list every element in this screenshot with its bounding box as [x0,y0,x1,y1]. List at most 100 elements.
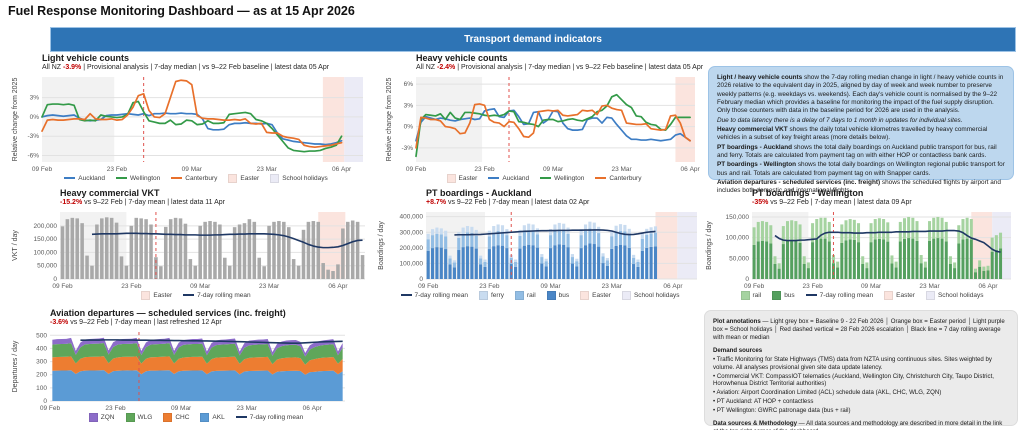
subtitle-prefix: All NZ [416,64,437,72]
info-text: show the 7-day rolling median change in … [717,74,1004,115]
chart-legend: ZQN WLG CHC AKL 7-day rolling mean [10,412,382,422]
chart-title: Aviation departures — scheduled services… [50,308,286,318]
legend-label: rail [752,291,762,299]
info-lead: Heavy commercial VKT [717,125,788,133]
legend-box-swatch [479,290,488,300]
chart-subtitle: -15.2% vs 9–22 Feb | 7-day mean | latest… [60,199,382,207]
chart-subtitle: All NZ -2.4% | Provisional analysis | 7-… [416,64,704,72]
legend-label: 7-day rolling mean [249,413,304,421]
notes-lead: Data sources & Methodology [713,420,797,428]
legend-item-easter: Easter [141,290,172,300]
legend-line-swatch [488,177,500,180]
legend-box-swatch [621,290,631,300]
headline-percent: -3.9% [63,64,82,72]
legend-item-ferry: ferry [479,290,504,300]
legend-line-swatch [595,177,607,180]
chart-header: Heavy commercial VKT -15.2% vs 9–22 Feb … [10,188,382,208]
legend-box-swatch [740,290,750,300]
panel-pt-boardings-wellington: PT boardings - Wellington -35% vs 9–22 F… [704,188,1020,300]
info-paragraph: Light / heavy vehicle counts show the 7-… [717,74,1005,116]
notes-bullet: • Commercial VKT: CompassIOT telematics … [713,372,994,388]
chart-legend: Easter Auckland Wellington Canterbury [384,173,704,183]
legend-item-auckland: Auckland [488,175,529,182]
legend-box-swatch [884,290,894,300]
info-text: shows the total daily boardings on Auckl… [717,143,997,159]
legend-box-swatch [141,290,151,300]
info-text: shows the scheduled flights by airport a… [717,178,1001,195]
legend-box-swatch [125,412,135,422]
headline-percent: -3.6% [50,319,69,327]
pt-boardings-wellington-chart [704,207,1016,290]
legend-box-swatch [546,290,556,300]
legend-item-school-holidays: School holidays [621,290,679,300]
legend-label: Auckland [502,174,530,182]
chart-legend: Auckland Wellington Canterbury Easter School… [10,173,382,183]
panel-pt-boardings-auckland: PT boardings - Auckland +8.7% vs 9–22 Fe… [376,188,704,300]
notes-lead: Demand sources [713,346,763,354]
legend-label: School holidays [937,291,984,299]
legend-item-school-holidays: School holidays [270,173,328,183]
subtitle-detail: | Provisional analysis | 7-day median | … [81,64,330,72]
info-paragraph: Heavy commercial VKT shows the daily tot… [717,126,1005,143]
notes-paragraph: Data sources & Methodology — All data so… [713,420,1009,430]
legend-label: Wellington [554,174,585,182]
legend-line-swatch [171,177,183,180]
legend-item-school-holidays: School holidays [925,290,984,300]
section-header: Transport demand indicators [50,27,1016,52]
legend-item-chc: CHC [163,412,190,422]
legend-item-canterbury: Canterbury [171,175,217,182]
legend-item-wellington: Wellington [540,175,584,182]
info-paragraph: Aviation departures - scheduled services… [717,179,1005,196]
heavy-vehicle-counts-chart [384,72,700,173]
legend-label: WLG [137,413,153,421]
legend-line-swatch [116,177,128,180]
notes-lead: Plot annotations [713,318,761,325]
legend-box-swatch [88,412,98,422]
subtitle-detail: vs 9–22 Feb | 7-day mean | latest data 0… [446,199,590,207]
subtitle-detail: vs 9–22 Feb | 7-day mean | last refreshe… [68,319,222,327]
panel-light-vehicle-counts: Light vehicle counts All NZ -3.9% | Prov… [10,53,382,183]
headline-percent: -35% [752,199,769,207]
legend-label: bus [784,291,795,299]
info-paragraph-italic: Due to data latency there is a delay of … [717,116,963,124]
info-box-notes: Plot annotations — Light grey box = Base… [704,310,1018,430]
chart-title: Heavy vehicle counts [416,53,508,63]
headline-percent: +8.7% [426,199,447,207]
legend-box-swatch [580,290,590,300]
info-paragraph: PT boardings - Wellington shows the tota… [717,161,1005,178]
chart-subtitle: +8.7% vs 9–22 Feb | 7-day mean | latest … [426,199,704,207]
legend-box-swatch [270,173,280,183]
legend-box-swatch [200,412,210,422]
legend-label: Easter [240,174,260,182]
legend-box-swatch [446,173,456,183]
legend-item-akl: AKL [200,412,225,422]
info-lead: PT boardings - Wellington [717,161,797,169]
info-lead: Light / heavy vehicle counts [717,74,803,81]
legend-box-swatch [515,290,524,300]
pt-boardings-auckland-chart [376,207,702,290]
chart-header: Light vehicle counts All NZ -3.9% | Prov… [10,53,382,73]
legend-label: rail [527,291,536,299]
legend-label: CHC [175,413,190,421]
legend-label: 7-day rolling mean [197,291,251,299]
legend-box-swatch [772,290,782,300]
chart-title: PT boardings - Auckland [426,188,532,198]
chart-title: Heavy commercial VKT [60,188,160,198]
legend-label: Easter [896,291,915,299]
legend-label: Canterbury [185,174,218,182]
legend-item-wellington: Wellington [116,175,160,182]
legend-line-swatch [183,294,195,297]
notes-text: — Light grey box = Baseline 9 - 22 Feb 2… [713,318,1005,341]
legend-box-swatch [163,412,173,422]
notes-heading: Demand sources [713,347,1009,355]
legend-label: AKL [212,413,225,421]
legend-item-easter: Easter [446,173,477,183]
chart-legend: 7-day rolling mean ferry rail bus Easter Scho… [376,290,704,300]
legend-line-swatch [805,294,817,297]
page-title: Fuel Response Monitoring Dashboard — as … [8,4,355,18]
panel-heavy-vehicle-counts: Heavy vehicle counts All NZ -2.4% | Prov… [384,53,704,183]
legend-item-rail: rail [740,290,762,300]
legend-item-auckland: Auckland [64,175,105,182]
notes-bullet: • Traffic Monitoring for State Highways … [713,355,992,371]
chart-header: Aviation departures — scheduled services… [10,308,382,328]
